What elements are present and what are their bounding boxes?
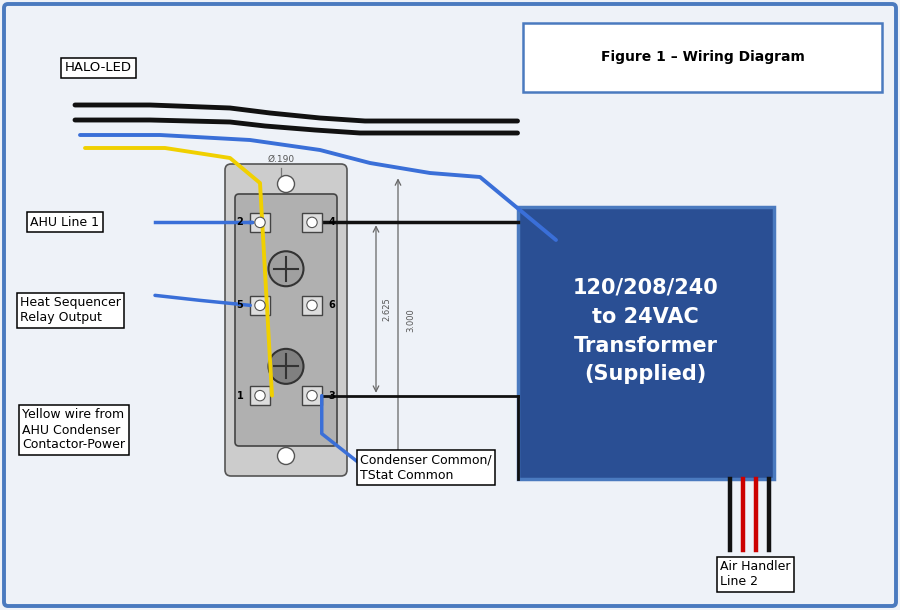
FancyBboxPatch shape: [523, 23, 882, 92]
Text: Heat Sequencer
Relay Output: Heat Sequencer Relay Output: [20, 296, 121, 325]
Circle shape: [307, 300, 317, 310]
Text: 6: 6: [328, 300, 336, 310]
Text: 4: 4: [328, 217, 336, 228]
Text: Condenser Common/
TStat Common: Condenser Common/ TStat Common: [360, 454, 491, 482]
Text: Air Handler
Line 2: Air Handler Line 2: [720, 560, 791, 588]
Text: 5: 5: [237, 300, 243, 310]
Text: AHU Line 1: AHU Line 1: [30, 216, 99, 229]
FancyBboxPatch shape: [235, 194, 337, 446]
Circle shape: [277, 448, 294, 464]
Text: 3.000: 3.000: [406, 308, 415, 332]
Bar: [302, 386, 322, 406]
Text: 1: 1: [237, 390, 243, 401]
Circle shape: [268, 251, 303, 286]
FancyBboxPatch shape: [225, 164, 347, 476]
Circle shape: [255, 300, 266, 310]
Bar: [518, 207, 774, 479]
Circle shape: [255, 217, 266, 228]
Circle shape: [277, 176, 294, 193]
Text: Yellow wire from
AHU Condenser
Contactor-Power: Yellow wire from AHU Condenser Contactor…: [22, 409, 125, 451]
Text: HALO-LED: HALO-LED: [65, 62, 132, 74]
Text: 120/208/240
to 24VAC
Transformer
(Supplied): 120/208/240 to 24VAC Transformer (Suppli…: [573, 278, 718, 384]
Text: Figure 1 – Wiring Diagram: Figure 1 – Wiring Diagram: [600, 51, 805, 65]
Bar: [250, 296, 270, 315]
Circle shape: [307, 390, 317, 401]
Bar: [302, 296, 322, 315]
FancyBboxPatch shape: [4, 4, 896, 606]
Circle shape: [255, 390, 266, 401]
Circle shape: [307, 217, 317, 228]
Circle shape: [268, 349, 303, 384]
Bar: [250, 213, 270, 232]
Text: 2.625: 2.625: [382, 297, 391, 321]
Bar: [250, 386, 270, 406]
Text: 2: 2: [237, 217, 243, 228]
Bar: [302, 213, 322, 232]
Text: Ø.190: Ø.190: [267, 155, 294, 164]
Text: 3: 3: [328, 390, 336, 401]
